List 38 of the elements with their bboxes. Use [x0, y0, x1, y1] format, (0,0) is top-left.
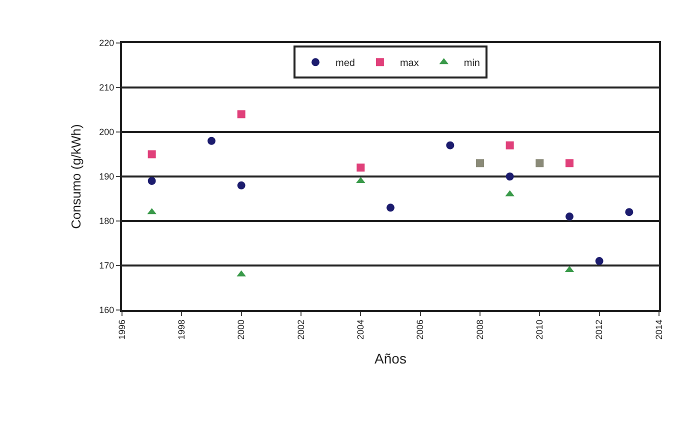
- x-tick-label: 2012: [594, 320, 604, 340]
- x-tick-label: 2004: [356, 320, 366, 340]
- x-axis-title: Años: [374, 350, 406, 366]
- point: [566, 212, 574, 221]
- legend-label: min: [464, 58, 480, 70]
- y-tick-label: 200: [99, 127, 114, 138]
- y-tick-label: 220: [99, 38, 114, 48]
- legend-label: max: [400, 58, 419, 70]
- point: [536, 159, 544, 168]
- y-tick-label: 190: [99, 172, 114, 182]
- legend-label: med: [336, 58, 355, 70]
- x-tick-label: 1998: [176, 320, 187, 340]
- point: [356, 164, 365, 172]
- y-tick-label: 180: [99, 216, 114, 226]
- point: [386, 204, 394, 212]
- x-tick-label: 2006: [415, 320, 426, 340]
- y-axis-title: Consumo (g/kWh): [68, 124, 84, 229]
- x-tick-label: 2008: [474, 320, 485, 340]
- point: [237, 181, 246, 190]
- point: [148, 150, 156, 158]
- point: [506, 172, 514, 180]
- point: [625, 208, 634, 216]
- x-tick-label: 2000: [236, 320, 246, 340]
- y-tick-label: 170: [99, 260, 114, 271]
- x-tick-label: 2002: [296, 320, 306, 340]
- point: [566, 159, 574, 168]
- x-tick-label: 1996: [116, 320, 127, 340]
- x-tick-label: 2014: [654, 320, 664, 340]
- point: [595, 257, 604, 266]
- point: [446, 141, 454, 150]
- point: [208, 136, 216, 145]
- point: [148, 176, 156, 185]
- y-tick-label: 210: [99, 82, 114, 93]
- point: [476, 159, 484, 168]
- point: [237, 110, 246, 118]
- x-tick-label: 2010: [534, 320, 545, 340]
- point: [506, 141, 514, 150]
- y-tick-label: 160: [99, 305, 114, 316]
